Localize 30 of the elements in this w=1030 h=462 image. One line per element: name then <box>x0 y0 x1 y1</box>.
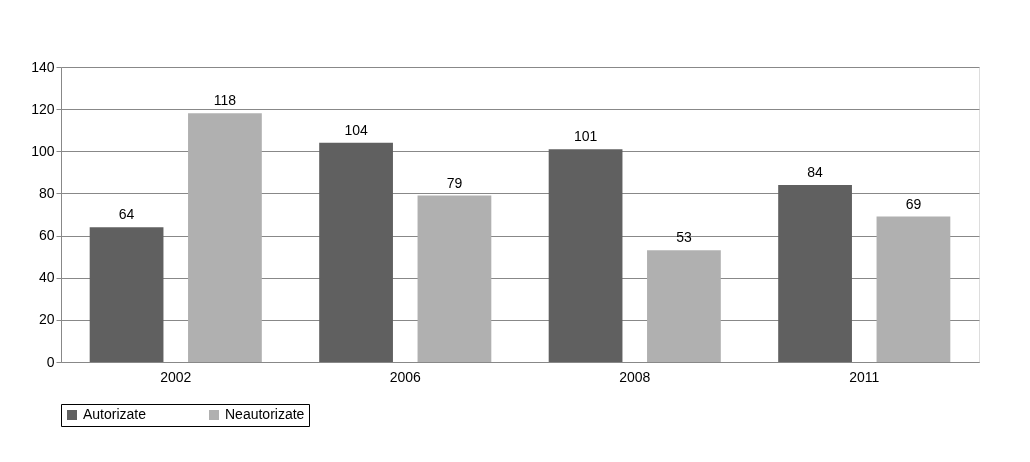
bar <box>548 149 623 362</box>
y-tick-label: 40 <box>38 269 55 286</box>
y-tick-label: 20 <box>38 311 55 328</box>
y-tick-label: 60 <box>38 227 55 244</box>
legend-label: Neautorizate <box>225 406 305 422</box>
x-tick-label: 2006 <box>389 368 422 385</box>
data-label: 84 <box>807 164 824 180</box>
bar <box>89 227 164 362</box>
bar <box>188 113 262 362</box>
bar <box>876 216 951 362</box>
data-label: 64 <box>118 206 135 223</box>
y-tick-label: 120 <box>31 100 55 117</box>
bar <box>417 195 492 362</box>
bar <box>647 250 721 362</box>
y-tick-label: 100 <box>31 142 55 159</box>
x-tick-label: 2008 <box>619 368 651 385</box>
bar <box>319 142 393 362</box>
bar <box>778 185 852 362</box>
y-tick-label: 80 <box>38 184 55 201</box>
data-label: 79 <box>446 174 463 191</box>
data-label: 104 <box>344 121 368 138</box>
legend-label: Autorizate <box>83 406 147 422</box>
data-label: 69 <box>905 195 922 212</box>
y-tick-label: 0 <box>46 353 55 370</box>
data-label: 53 <box>676 229 692 246</box>
x-tick-label: 2011 <box>849 368 880 385</box>
x-tick-label: 2002 <box>160 368 192 385</box>
y-tick-label: 140 <box>31 58 55 75</box>
data-label: 101 <box>573 128 598 145</box>
data-label: 118 <box>213 92 237 109</box>
